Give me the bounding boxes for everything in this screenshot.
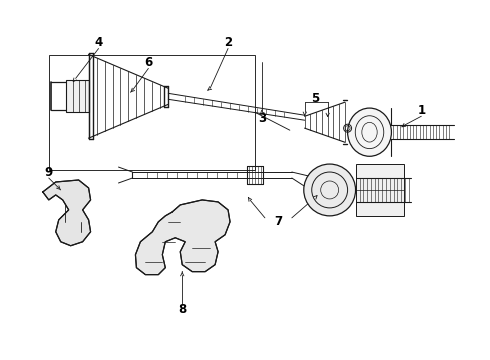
Polygon shape [135, 200, 230, 275]
Polygon shape [66, 80, 89, 112]
Text: 9: 9 [45, 166, 53, 179]
Ellipse shape [347, 108, 392, 156]
Text: 5: 5 [311, 92, 319, 105]
Ellipse shape [304, 164, 356, 216]
Polygon shape [43, 180, 91, 246]
Text: 8: 8 [178, 303, 186, 316]
Polygon shape [356, 164, 404, 216]
Text: 1: 1 [417, 104, 425, 117]
Text: 6: 6 [144, 56, 152, 69]
Text: 4: 4 [95, 36, 103, 49]
Text: 3: 3 [258, 112, 266, 125]
Text: 7: 7 [274, 215, 282, 228]
Text: 2: 2 [224, 36, 232, 49]
